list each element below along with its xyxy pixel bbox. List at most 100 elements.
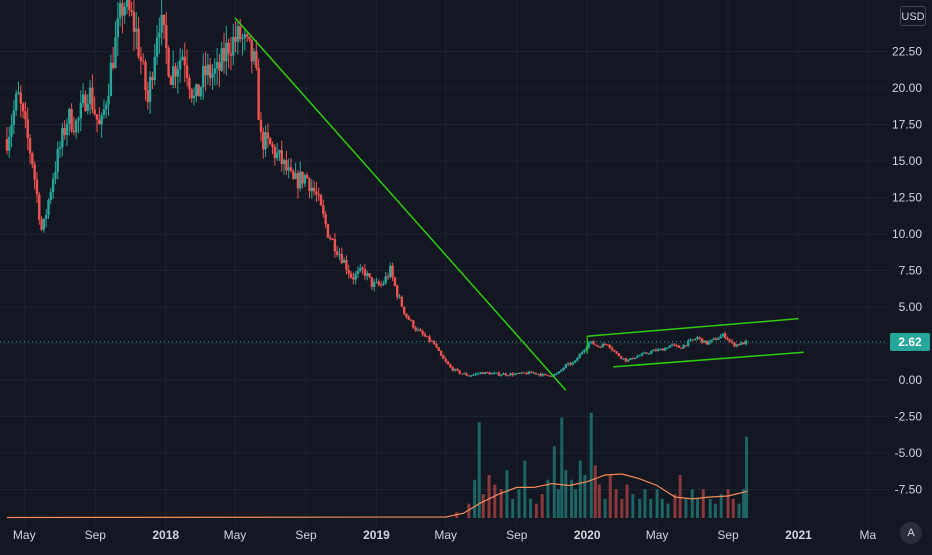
candle-body	[195, 84, 198, 96]
candle-body	[285, 159, 288, 171]
candle-body	[396, 285, 399, 298]
candle-body	[643, 352, 646, 354]
candle-body	[666, 347, 669, 349]
candle-body	[402, 306, 406, 314]
candle-body	[548, 375, 551, 377]
candle-body	[737, 344, 741, 346]
volume-bar	[552, 446, 556, 518]
candle-body	[236, 26, 240, 42]
candle-body	[719, 336, 722, 339]
auto-scale-button[interactable]: A	[900, 522, 922, 544]
candle-body	[525, 373, 528, 375]
candle-body	[65, 123, 69, 135]
volume-bar	[660, 498, 664, 518]
volume-bar	[556, 489, 560, 518]
grid	[0, 0, 888, 526]
candle-body	[176, 69, 180, 77]
volume-ma-line	[6, 473, 748, 519]
candle-body	[439, 350, 443, 356]
price-axis[interactable]: 22.5020.0017.5015.0012.5010.007.505.002.…	[892, 45, 922, 497]
volume-bar	[731, 498, 735, 518]
candle-body	[446, 361, 450, 365]
candle-body	[79, 103, 83, 119]
candle-body	[310, 187, 313, 192]
volume-bar	[678, 474, 682, 518]
trendline	[234, 17, 567, 391]
candle-body	[296, 173, 300, 189]
candle-body	[673, 344, 676, 346]
candle-body	[58, 147, 62, 150]
candle-body	[379, 284, 383, 286]
volume-bar	[625, 484, 629, 518]
candle-body	[352, 277, 355, 280]
time-axis[interactable]: May Sep 2018 May Sep 2019 May Sep 2020 May Sep 2021…	[13, 528, 877, 542]
candle-body	[188, 78, 191, 90]
candle-body	[266, 132, 270, 139]
volume-bar	[631, 494, 635, 518]
candle-body	[698, 337, 701, 339]
volume-bar	[505, 470, 509, 518]
candle-body	[444, 358, 447, 362]
candle-body	[183, 56, 186, 66]
volume-bar	[608, 474, 612, 518]
candle-body	[613, 349, 616, 352]
candle-body	[467, 375, 471, 377]
volume-moving-average	[6, 473, 748, 519]
candle-body	[576, 358, 579, 361]
volume-bar	[673, 494, 677, 518]
candle-body	[315, 191, 318, 195]
candle-body	[726, 337, 729, 340]
candle-body	[220, 48, 223, 71]
candle-body	[659, 348, 662, 350]
candle-body	[299, 171, 302, 189]
candle-body	[54, 171, 57, 179]
volume-bar	[583, 474, 587, 518]
current-price-marker: 2.62	[890, 332, 930, 351]
candle-body	[626, 359, 630, 362]
candle-body	[606, 344, 609, 346]
candle-body	[409, 319, 413, 321]
price-tick-label: -5.00	[895, 446, 923, 460]
volume-bar	[708, 498, 712, 518]
candle-body	[185, 65, 189, 79]
candle-body	[206, 64, 210, 76]
candle-body	[368, 273, 371, 278]
volume-bar	[564, 470, 568, 518]
candle-body	[370, 277, 374, 287]
candle-body	[638, 355, 641, 357]
candle-body	[513, 373, 517, 376]
candle-body	[645, 352, 648, 354]
candle-body	[620, 356, 623, 359]
trendlines[interactable]	[234, 17, 804, 391]
volume-bar	[695, 498, 699, 518]
candle-body	[578, 354, 581, 359]
candle-body	[250, 39, 253, 62]
candle-body	[587, 342, 591, 348]
candle-body	[541, 373, 544, 376]
candle-body	[661, 348, 665, 351]
candle-body	[151, 76, 154, 81]
volume-bar	[499, 489, 503, 518]
candle-body	[75, 120, 78, 133]
candle-body	[680, 347, 683, 349]
candle-body	[465, 373, 468, 376]
candle-body	[504, 373, 507, 376]
time-tick-label: Sep	[295, 528, 317, 542]
candle-body	[146, 90, 150, 103]
candle-body	[442, 355, 445, 359]
candle-body	[158, 32, 161, 38]
candle-body	[696, 337, 699, 339]
time-tick-label: 2021	[785, 528, 812, 542]
currency-badge[interactable]: USD	[900, 6, 926, 26]
volume-bar	[742, 489, 746, 518]
candle-body	[324, 214, 327, 225]
candle-body	[91, 87, 94, 110]
time-tick-label: May	[224, 528, 247, 542]
volume-bar	[529, 498, 533, 518]
candle-body	[451, 367, 454, 371]
time-tick-label: May	[646, 528, 669, 542]
candle-body	[178, 59, 182, 70]
candle-body	[303, 175, 307, 184]
